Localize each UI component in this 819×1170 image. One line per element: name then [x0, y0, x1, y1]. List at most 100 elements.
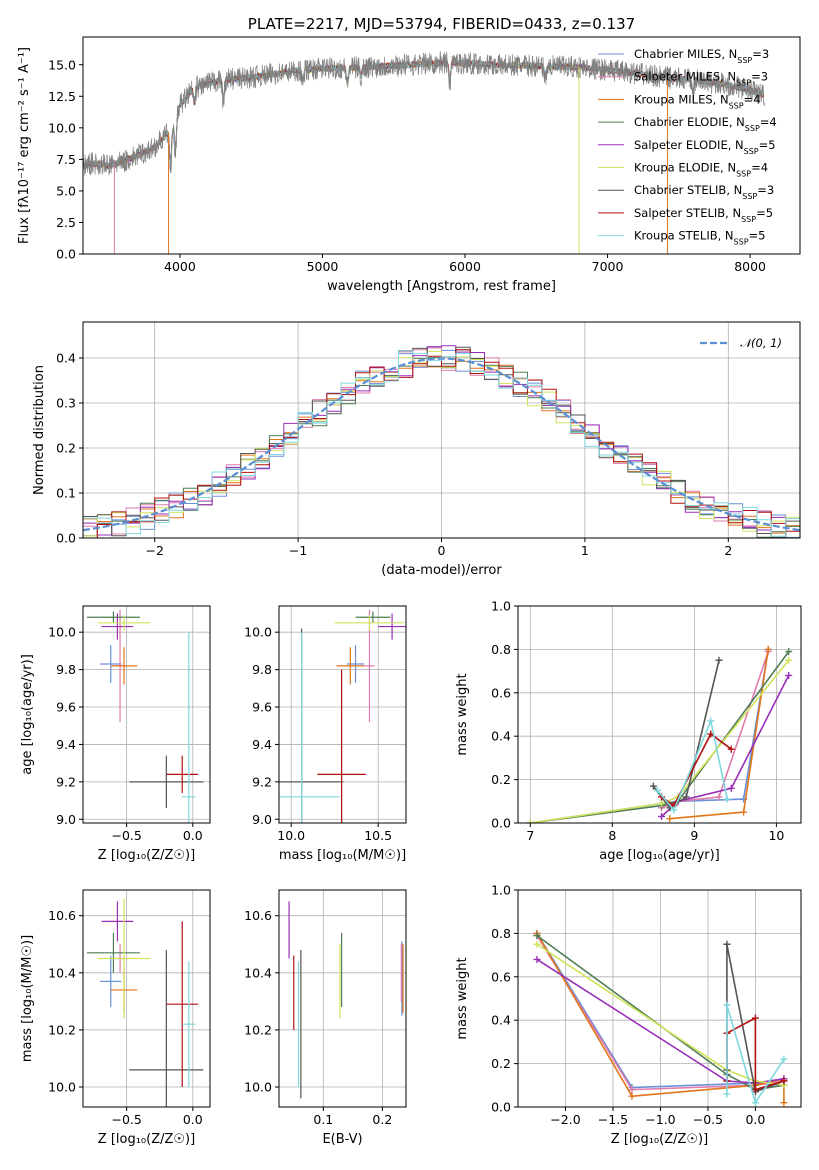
- x-axis-label: E(B-V): [322, 1132, 362, 1147]
- mass-weight-marker: [723, 1090, 731, 1098]
- legend-nssp-value: 4: [769, 115, 776, 129]
- y-tick-label: 0.4: [491, 1013, 511, 1028]
- y-tick-label: 0.8: [491, 926, 511, 941]
- y-tick-label: 0.2: [491, 772, 511, 787]
- legend-entry: 𝒩(0, 1): [740, 336, 782, 350]
- weight-vs-z-plot-area: [533, 929, 788, 1107]
- mass-weight-marker: [764, 645, 772, 653]
- mass-weight-line: [536, 932, 784, 1089]
- legend-model-name: Chabrier ELODIE: [634, 115, 729, 129]
- x-axis-label: wavelength [Angstrom, rest frame]: [327, 279, 556, 294]
- y-tick-label: 0.3: [56, 396, 76, 411]
- residuals-plot-area: [83, 345, 800, 538]
- weight-vs-age-frame: [517, 605, 802, 824]
- legend-entry: Salpeter ELODIE, NSSP=5: [634, 138, 776, 156]
- y-tick-label: 10.6: [244, 908, 272, 923]
- mass-weight-marker: [780, 1055, 788, 1063]
- y-tick-label: 0.6: [491, 969, 511, 984]
- x-axis-label: Z [log₁₀(Z/Z☉)]: [98, 848, 195, 863]
- x-tick-label: −1.0: [645, 1112, 675, 1127]
- mass-weight-marker: [727, 745, 735, 753]
- mass-weight-marker: [723, 940, 731, 948]
- x-tick-label: −2: [145, 543, 163, 558]
- x-tick-label: −2.0: [550, 1112, 580, 1127]
- mass-weight-marker: [628, 1086, 636, 1094]
- x-axis-label: age [log₁₀(age/yr)]: [599, 848, 720, 863]
- mass-weight-marker: [751, 1099, 759, 1107]
- y-tick-label: 10.0: [244, 625, 272, 640]
- legend-nssp-value: 3: [761, 70, 768, 84]
- y-tick-label: 5.0: [56, 183, 76, 198]
- y-tick-label: 10.6: [48, 908, 76, 923]
- x-axis-label: Z [log₁₀(Z/Z☉)]: [611, 1132, 708, 1147]
- spectrum-frame: [82, 36, 801, 255]
- y-tick-label: 9.0: [252, 812, 272, 827]
- x-tick-label: 7: [526, 828, 534, 843]
- legend-model-name: Salpeter ELODIE: [634, 138, 728, 152]
- mass-weight-marker: [533, 940, 541, 948]
- legend-entry: Salpeter MILES, NSSP=3: [634, 70, 768, 88]
- y-tick-label: 10.2: [244, 1022, 272, 1037]
- legend-model-name: Kroupa STELIB: [634, 229, 718, 243]
- mass-weight-line: [536, 943, 785, 1087]
- y-tick-label: 10.4: [244, 965, 272, 980]
- y-tick-label: 0.2: [56, 441, 76, 456]
- mass-vs-ebv-axes: 0.1 0.2 10.0 10.2 10.4 10.6 E(B-V): [244, 890, 406, 1147]
- legend-model-name: Salpeter STELIB: [634, 206, 725, 220]
- legend-nssp-value: 5: [766, 206, 773, 220]
- spectrum-axes: 4000 5000 6000 7000 8000 0.0 2.5 5.0 7.5 10.0 12.5…: [48, 57, 766, 294]
- x-tick-label: 0.0: [745, 1112, 765, 1127]
- y-tick-label: 7.5: [56, 152, 76, 167]
- age-vs-z-plot-area: [86, 609, 204, 823]
- mass-weight-marker: [658, 812, 666, 820]
- x-tick-label: 0.2: [372, 1112, 392, 1127]
- y-tick-label: 0.8: [491, 642, 511, 657]
- mass-weight-marker: [727, 784, 735, 792]
- legend-entry: Chabrier STELIB, NSSP=3: [634, 183, 774, 201]
- mass-vs-ebv-plot-area: [288, 901, 404, 1099]
- normal-distribution-curve: [83, 357, 800, 532]
- mass-vs-z-plot-area: [86, 898, 204, 1107]
- age-vs-mass-axes: 10.0 10.5 9.0 9.2 9.4 9.6 9.8 10.0 mass [log₁₀(M…: [244, 606, 406, 863]
- mass-weight-marker: [780, 1099, 788, 1107]
- age-vs-z-axes: −0.5 0.0 9.0 9.2 9.4 9.6 9.8 10.0 Z [log₁₀(Z/Z☉)…: [20, 606, 210, 863]
- mass-weight-marker: [649, 782, 657, 790]
- x-tick-label: 10.5: [364, 828, 392, 843]
- observed-spectrum-line: [83, 50, 765, 176]
- x-tick-label: 7000: [592, 259, 624, 274]
- x-tick-label: 2: [724, 543, 732, 558]
- y-tick-label: 10.0: [48, 625, 76, 640]
- mass-weight-marker: [715, 656, 723, 664]
- mass-weight-line: [661, 732, 732, 807]
- y-axis-label: age [log₁₀(age/yr)]: [20, 654, 35, 775]
- spectrum-plot-area: [83, 50, 765, 254]
- mass-weight-marker: [533, 932, 541, 940]
- mass-weight-line: [656, 718, 728, 812]
- mass-weight-marker: [785, 656, 793, 664]
- y-tick-label: 10.0: [244, 1080, 272, 1095]
- x-tick-label: −0.5: [693, 1112, 723, 1127]
- y-tick-label: 9.4: [252, 737, 272, 752]
- age-vs-z-frame: [82, 605, 211, 824]
- y-tick-label: 10.4: [48, 965, 76, 980]
- legend-entry: Salpeter STELIB, NSSP=5: [634, 206, 773, 224]
- y-tick-label: 0.0: [56, 531, 76, 546]
- legend-nssp-value: 5: [768, 138, 775, 152]
- legend-entry: Kroupa STELIB, NSSP=5: [634, 229, 766, 247]
- y-axis-label: Normed distribution: [32, 365, 47, 495]
- mass-vs-z-axes: −0.5 0.0 10.0 10.2 10.4 10.6 Z [log₁₀(Z/Z☉)] ma…: [20, 890, 210, 1147]
- x-tick-label: 5000: [307, 259, 339, 274]
- y-tick-label: 10.2: [48, 1022, 76, 1037]
- legend-entry: Kroupa ELODIE, NSSP=4: [634, 161, 768, 179]
- y-tick-label: 10.0: [48, 1080, 76, 1095]
- y-tick-label: 0.4: [491, 729, 511, 744]
- x-tick-label: 10: [768, 828, 784, 843]
- y-tick-label: 0.0: [56, 247, 76, 262]
- mass-vs-z-frame: [82, 889, 211, 1108]
- y-axis-label: mass weight: [455, 673, 470, 755]
- y-tick-label: 0.6: [491, 685, 511, 700]
- age-vs-mass-frame: [278, 605, 407, 824]
- residuals-axes: −2 −1 0 1 2 0.0 0.1 0.2 0.3 0.4 (data-model)/error…: [32, 322, 800, 578]
- mass-weight-marker: [751, 1014, 759, 1022]
